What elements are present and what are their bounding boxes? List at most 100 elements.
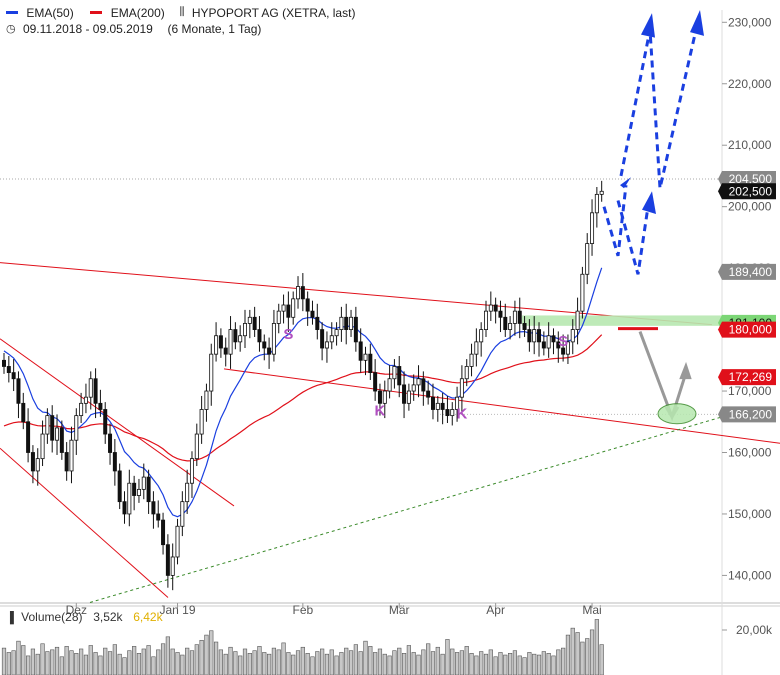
- candle-body: [300, 286, 305, 300]
- channel-line-lower: [0, 447, 169, 598]
- volume-bar: [580, 641, 585, 675]
- candle-body: [421, 378, 426, 392]
- candle: [83, 383, 88, 414]
- ema50-swatch: [6, 11, 18, 15]
- volume-bar: [69, 650, 74, 675]
- candle-body: [334, 329, 339, 337]
- volume-bar: [512, 650, 518, 675]
- candle-body: [103, 409, 108, 435]
- price-tag-bg: [718, 183, 776, 200]
- volume-bar: [493, 656, 498, 675]
- candle: [108, 423, 113, 465]
- volume-bar: [247, 653, 252, 675]
- candle: [291, 291, 296, 325]
- candle: [363, 346, 368, 376]
- volume-bar: [411, 652, 416, 675]
- volume-bar: [189, 650, 195, 675]
- price-tag: 180,000: [718, 321, 776, 338]
- candle: [165, 534, 170, 588]
- candle: [16, 371, 21, 419]
- candle-body: [6, 366, 11, 374]
- price-tag-label: 204,500: [729, 172, 773, 186]
- price-tag-label: 166,200: [729, 407, 773, 421]
- volume-bar: [295, 650, 301, 675]
- x-tick-label: Mär: [389, 603, 410, 617]
- volume-bar: [532, 653, 537, 675]
- candle-body: [204, 390, 209, 410]
- volume-bar: [348, 650, 354, 675]
- candle-body: [281, 304, 286, 312]
- candle: [512, 300, 517, 336]
- volume-bar: [445, 639, 450, 675]
- volume-bar: [151, 656, 156, 675]
- candle: [377, 383, 382, 416]
- volume-bar: [209, 630, 214, 675]
- candle: [406, 383, 411, 411]
- candle-body: [108, 433, 113, 453]
- volume-bar: [117, 653, 122, 675]
- volume-bar: [498, 652, 503, 675]
- volume-bar: [541, 651, 546, 675]
- candle-body: [141, 476, 146, 490]
- candle-body: [257, 329, 262, 343]
- candle: [238, 325, 243, 352]
- candle-body: [136, 488, 141, 496]
- volume-bar: [310, 656, 315, 675]
- candle: [455, 386, 460, 422]
- candle: [445, 395, 450, 423]
- candle-body: [570, 329, 575, 343]
- candle-body: [590, 212, 595, 244]
- candle: [493, 297, 498, 324]
- volume-bar: [454, 652, 460, 675]
- pattern-label: K: [456, 406, 467, 423]
- candle: [387, 365, 392, 399]
- volume-bar: [575, 632, 580, 675]
- pattern-label: K: [375, 403, 386, 420]
- candle-body: [151, 501, 156, 515]
- candle: [281, 294, 286, 324]
- candle: [440, 392, 445, 425]
- candle-body: [373, 372, 378, 392]
- volume-bar: [242, 648, 248, 675]
- volume-bar: [79, 648, 84, 675]
- candle-body: [344, 316, 349, 330]
- volume-tick-label: 20,00k: [736, 623, 773, 637]
- bar-chart-icon: ▐: [6, 612, 14, 624]
- candle: [286, 291, 291, 333]
- candle: [55, 414, 60, 455]
- candle-body: [522, 323, 527, 330]
- instrument-title: HYPOPORT AG (XETRA, last): [191, 5, 356, 20]
- support-trendline: [89, 416, 721, 603]
- pattern-label: S: [283, 326, 293, 343]
- candle: [469, 343, 474, 377]
- candle-body: [339, 316, 344, 330]
- candle: [498, 300, 503, 333]
- candle: [170, 543, 175, 591]
- x-tick-label: Jan 19: [160, 603, 196, 617]
- target-circle: [657, 403, 697, 425]
- y-tick-label: 140,000: [728, 568, 772, 582]
- candle: [40, 420, 45, 467]
- candle-body: [2, 359, 7, 367]
- volume-bar: [599, 644, 604, 675]
- volume-bar: [122, 657, 127, 675]
- volume-bar: [565, 634, 571, 675]
- candle: [527, 319, 532, 352]
- volume-bar: [112, 644, 117, 675]
- candle: [267, 337, 272, 369]
- candle-body: [411, 384, 416, 392]
- candle: [252, 306, 257, 337]
- candle-body: [88, 378, 93, 398]
- candle-body: [112, 452, 117, 472]
- candle-body: [132, 482, 137, 496]
- candle: [146, 469, 151, 514]
- volume-bar: [344, 647, 349, 675]
- candle: [79, 392, 84, 423]
- volume-bar: [238, 655, 243, 675]
- candle: [329, 322, 334, 350]
- volume-bar: [406, 645, 411, 675]
- candle: [474, 328, 479, 367]
- volume-bar: [546, 653, 551, 675]
- candle-body: [353, 316, 358, 343]
